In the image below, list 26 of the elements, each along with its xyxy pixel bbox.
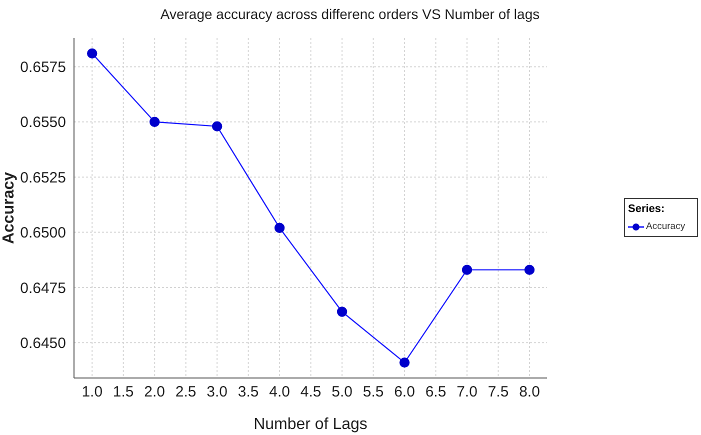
x-tick-label: 7.0 [456,384,478,401]
x-tick-label: 6.0 [394,384,415,401]
x-axis-title: Number of Lags [254,416,368,433]
x-tick-label: 5.0 [332,384,352,401]
y-tick-label: 0.6575 [20,59,66,76]
x-tick-label: 6.5 [425,384,446,401]
y-tick-label: 0.6550 [20,114,66,132]
x-tick-label: 2.0 [144,384,166,401]
x-tick-label: 7.5 [488,384,509,401]
x-tick-label: 5.5 [362,384,384,401]
y-tick-label: 0.6450 [20,335,66,352]
x-tick-label: 2.5 [175,384,196,401]
x-tick-label: 4.5 [300,384,322,401]
x-tick-label: 3.0 [206,384,228,401]
x-tick-label: 3.5 [238,384,259,401]
x-tick-label: 8.0 [519,384,540,401]
y-tick-label: 0.6525 [20,169,66,186]
y-tick-label: 0.6500 [20,224,66,242]
x-tick-label: 1.0 [82,384,103,401]
y-axis-title: Accuracy [0,172,18,244]
y-tick-label: 0.6475 [20,280,66,297]
legend-title: Series: [628,203,666,215]
x-tick-label: 1.5 [112,384,134,401]
legend-label: Accuracy [646,221,686,232]
x-tick-label: 4.0 [269,384,290,401]
chart-title: Average accuracy across differenc orders VS Number of lags [159,6,541,22]
